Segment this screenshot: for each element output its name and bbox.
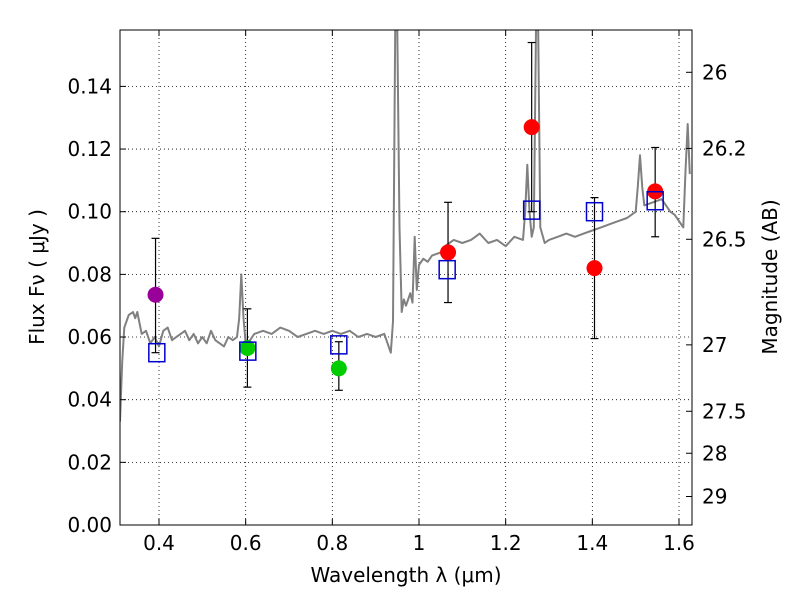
right-tick-label: 26.5 (702, 227, 747, 251)
observed-point (440, 244, 457, 261)
plot-frame (119, 29, 693, 526)
model-spectrum (120, 30, 691, 422)
model-band-square (522, 200, 541, 220)
y-tick-label: 0.04 (67, 388, 112, 412)
model-band-square (646, 190, 664, 211)
x-axis-title: Wavelength λ (μm) (310, 563, 501, 587)
right-tick-label: 26.2 (702, 136, 747, 160)
y-tick-label: 0.12 (67, 137, 112, 161)
observed-points (147, 119, 664, 377)
model-band-square (585, 201, 604, 222)
observed-point (523, 119, 540, 136)
right-tick-label: 27 (702, 333, 727, 357)
x-tick-label: 0.4 (143, 531, 175, 555)
model-band-square (148, 342, 166, 363)
model-band-square (239, 341, 257, 361)
y-axis-title: Flux Fν ( μJy ) (25, 209, 49, 345)
right-axis-title: Magnitude (AB) (758, 199, 782, 354)
model-band-square (438, 259, 456, 280)
tick-labels: 0.4 0.6 0.8 1 1.2 1.4 1.6 0.00 0.02 0.04 0.06 0.08 0… (67, 60, 746, 555)
right-tick-label: 27.5 (702, 399, 747, 423)
x-tick-label: 0.6 (230, 531, 262, 555)
y-tick-label: 0.08 (67, 262, 112, 286)
right-tick-label: 26 (702, 60, 727, 84)
x-tick-label: 1.2 (490, 531, 522, 555)
observed-point (330, 360, 347, 377)
axis-ticks (120, 30, 692, 526)
x-tick-label: 1.6 (663, 531, 695, 555)
model-band-points (148, 190, 664, 363)
x-tick-label: 1.4 (576, 531, 608, 555)
right-tick-label: 28 (702, 441, 727, 465)
spectrum-line (120, 30, 691, 422)
observed-point (239, 339, 256, 356)
y-tick-label: 0.00 (67, 513, 112, 537)
y-tick-label: 0.06 (67, 325, 112, 349)
grid-lines (120, 30, 692, 525)
y-tick-label: 0.02 (67, 450, 112, 474)
observed-point (147, 286, 164, 303)
model-band-square (330, 335, 348, 355)
observed-point (586, 260, 603, 277)
right-tick-label: 29 (702, 484, 727, 508)
x-tick-label: 1 (413, 531, 426, 555)
y-tick-label: 0.14 (67, 74, 112, 98)
x-tick-label: 0.8 (316, 531, 348, 555)
y-tick-label: 0.10 (67, 200, 112, 224)
